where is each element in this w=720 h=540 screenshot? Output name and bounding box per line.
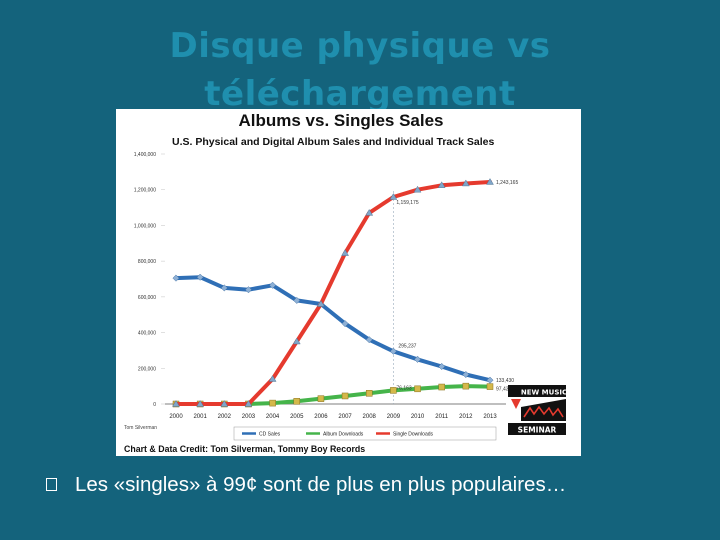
data-point (413, 185, 422, 193)
data-label: 1,159,175 (396, 200, 418, 206)
x-tick-label: 2013 (483, 414, 497, 420)
legend-label: Album Downloads (323, 432, 364, 438)
x-tick-label: 2010 (411, 414, 425, 420)
data-point (172, 274, 180, 282)
data-point (269, 281, 277, 289)
data-point (317, 395, 325, 402)
x-tick-label: 2007 (338, 414, 352, 420)
data-label: 97,431 (496, 387, 512, 393)
logo-wave (523, 405, 564, 418)
data-point (293, 398, 301, 405)
chart-title: Albums vs. Singles Sales (238, 111, 443, 130)
y-tick-label: 800,000 (138, 259, 156, 265)
data-label: 133,430 (496, 378, 514, 384)
data-point (389, 347, 397, 355)
data-label: 295,237 (398, 343, 416, 349)
logo-top-band (508, 385, 566, 397)
new-music-seminar-logo: NEW MUSIC SEMINAR (508, 385, 567, 437)
chart-subtitle: U.S. Physical and Digital Album Sales an… (172, 136, 494, 148)
data-point (293, 296, 301, 304)
x-tick-label: 2001 (193, 414, 207, 420)
x-tick-label: 2012 (459, 414, 473, 420)
data-point (486, 383, 494, 390)
chart-credit: Chart & Data Credit: Tom Silverman, Tomm… (124, 444, 365, 454)
data-point (365, 336, 373, 344)
legend-label: CD Sales (259, 432, 281, 438)
x-tick-label: 2002 (218, 414, 232, 420)
chart-series (172, 178, 494, 408)
chart: 1,400,000 1,200,000 1,000,000 800,000 600,00… (124, 111, 567, 454)
x-tick-label: 2000 (169, 414, 183, 420)
data-point (196, 273, 204, 281)
x-tick-label: 2008 (363, 414, 377, 420)
x-tick-label: 2011 (435, 414, 449, 420)
data-label: 1,243,165 (496, 180, 518, 186)
chart-image: 1,400,000 1,200,000 1,000,000 800,000 600,00… (116, 109, 581, 456)
data-point (462, 382, 470, 390)
data-point (414, 385, 421, 393)
data-point (390, 387, 397, 394)
data-point (438, 383, 445, 391)
data-point (244, 286, 252, 294)
data-point (269, 399, 276, 407)
data-point (220, 284, 228, 292)
slide-title: Disque physique vs téléchargement (120, 22, 600, 118)
x-tick-label: 2006 (314, 414, 328, 420)
bullet-marker-icon (46, 478, 57, 491)
data-point (317, 300, 325, 307)
y-tick-label: 1,400,000 (134, 152, 156, 158)
data-point (486, 178, 494, 185)
series-cd-sales (172, 273, 494, 384)
bullet-text: Les «singles» à 99¢ sont de plus en plus… (75, 473, 567, 496)
y-tick-label: 200,000 (138, 366, 156, 372)
source-note: Tom Silverman (124, 425, 157, 431)
legend-box (233, 426, 497, 441)
data-point (438, 363, 446, 370)
data-label: 76,163 (396, 385, 412, 391)
data-point (292, 337, 301, 345)
logo-text-top: NEW MUSIC (521, 389, 567, 397)
data-point (341, 392, 349, 400)
legend-label: Single Downloads (393, 432, 434, 438)
y-tick-label: 600,000 (138, 295, 156, 301)
y-tick-label: 400,000 (138, 331, 156, 337)
x-tick-label: 2004 (266, 414, 280, 420)
data-point (414, 355, 422, 363)
slide-title-line-1: Disque physique vs (169, 26, 551, 66)
chart-axes: 1,400,000 1,200,000 1,000,000 800,000 600,00… (134, 152, 506, 420)
data-point (196, 400, 205, 407)
data-point (462, 371, 470, 379)
data-point (341, 249, 349, 256)
logo-bottom-band (508, 423, 566, 435)
data-point (365, 209, 374, 216)
logo-red-mark (511, 399, 521, 409)
data-point (461, 179, 470, 187)
series-line (174, 180, 492, 406)
x-tick-label: 2005 (290, 414, 304, 420)
data-point (220, 400, 229, 407)
data-point (365, 390, 373, 397)
x-tick-label: 2009 (387, 414, 401, 420)
x-tick-label: 2003 (242, 414, 256, 420)
data-point (341, 320, 349, 328)
y-tick-label: 1,200,000 (134, 188, 156, 194)
data-point (244, 400, 253, 407)
y-tick-label: 1,000,000 (134, 223, 156, 229)
slide-title-line-2: téléchargement (204, 74, 516, 114)
series-single-downloads (172, 178, 494, 407)
chart-legend: CD Sales Album Downloads Single Downloads (233, 426, 497, 441)
logo-text-bottom: SEMINAR (518, 426, 557, 435)
data-point (437, 181, 446, 188)
logo-dark-block (521, 399, 566, 421)
chart-labels: 1,243,165 1,159,175 295,237 133,430 97,431 76… (124, 180, 518, 454)
y-tick-label: 0 (153, 402, 156, 408)
data-point (389, 193, 398, 200)
data-point (268, 375, 277, 382)
series-line (174, 275, 492, 383)
data-point (172, 400, 180, 407)
